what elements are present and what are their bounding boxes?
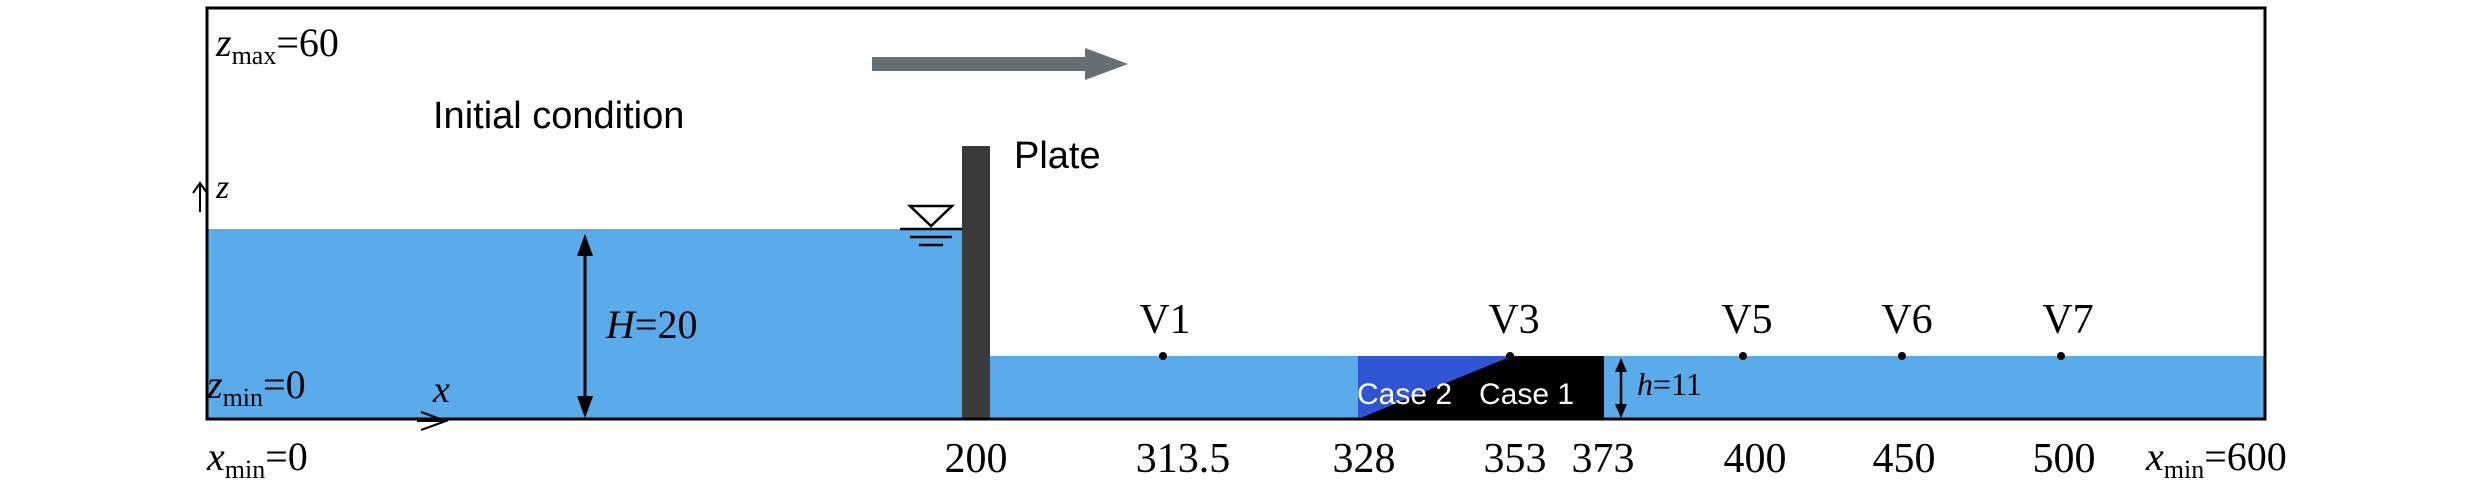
tick-label-200: 200	[945, 436, 1008, 482]
upstream-water	[207, 229, 972, 419]
z-axis-arrow	[192, 181, 208, 212]
x-axis-label: x	[432, 369, 450, 411]
flow-direction-arrow	[872, 48, 1128, 80]
tick-label-500: 500	[2033, 436, 2096, 482]
tick-label-328: 328	[1333, 436, 1396, 482]
probe-label: V3	[1488, 297, 1539, 343]
plate-label: Plate	[1014, 135, 1101, 177]
H-dimension-arrow	[577, 234, 593, 418]
probe-point	[2057, 352, 2065, 360]
probe-point	[1159, 352, 1167, 360]
probe-v1: V1	[1139, 297, 1191, 360]
probe-v5: V5	[1721, 297, 1773, 360]
xmin-left-label: xmin=0	[206, 434, 308, 484]
tick-label-400: 400	[1724, 436, 1787, 482]
tick-label-313-5: 313.5	[1136, 436, 1231, 482]
x-axis-arrow	[417, 411, 449, 431]
probe-label: V1	[1139, 297, 1190, 343]
gate-plate	[962, 146, 990, 419]
case1-obstacle	[1358, 356, 1604, 419]
case1-label: Case 1	[1479, 378, 1574, 411]
h-dimension-arrow	[1615, 358, 1627, 418]
z-axis-label: z	[215, 169, 229, 206]
h-label: h=11	[1637, 366, 1702, 402]
probe-label: V7	[2042, 297, 2093, 343]
probe-point	[1898, 352, 1906, 360]
H-label: H=20	[605, 302, 697, 347]
probe-v6: V6	[1881, 297, 1933, 360]
probe-v7: V7	[2042, 297, 2094, 360]
probe-label: V5	[1721, 297, 1772, 343]
tick-label-450: 450	[1873, 436, 1936, 482]
initial-condition-label: Initial condition	[433, 95, 684, 137]
zmax-label: zmax=60	[215, 20, 339, 70]
tick-label-373: 373	[1572, 436, 1635, 482]
zmin-label: zmin=0	[206, 362, 306, 412]
probe-label: V6	[1881, 297, 1932, 343]
tick-label-353: 353	[1484, 436, 1547, 482]
probe-point	[1739, 352, 1747, 360]
case2-label: Case 2	[1357, 378, 1452, 411]
probe-v3: V3	[1488, 297, 1540, 360]
xmin-right-label: xmin=600	[2145, 434, 2287, 484]
water-level-symbol	[900, 204, 962, 247]
domain-frame	[205, 6, 2267, 421]
probe-point	[1506, 352, 1514, 360]
